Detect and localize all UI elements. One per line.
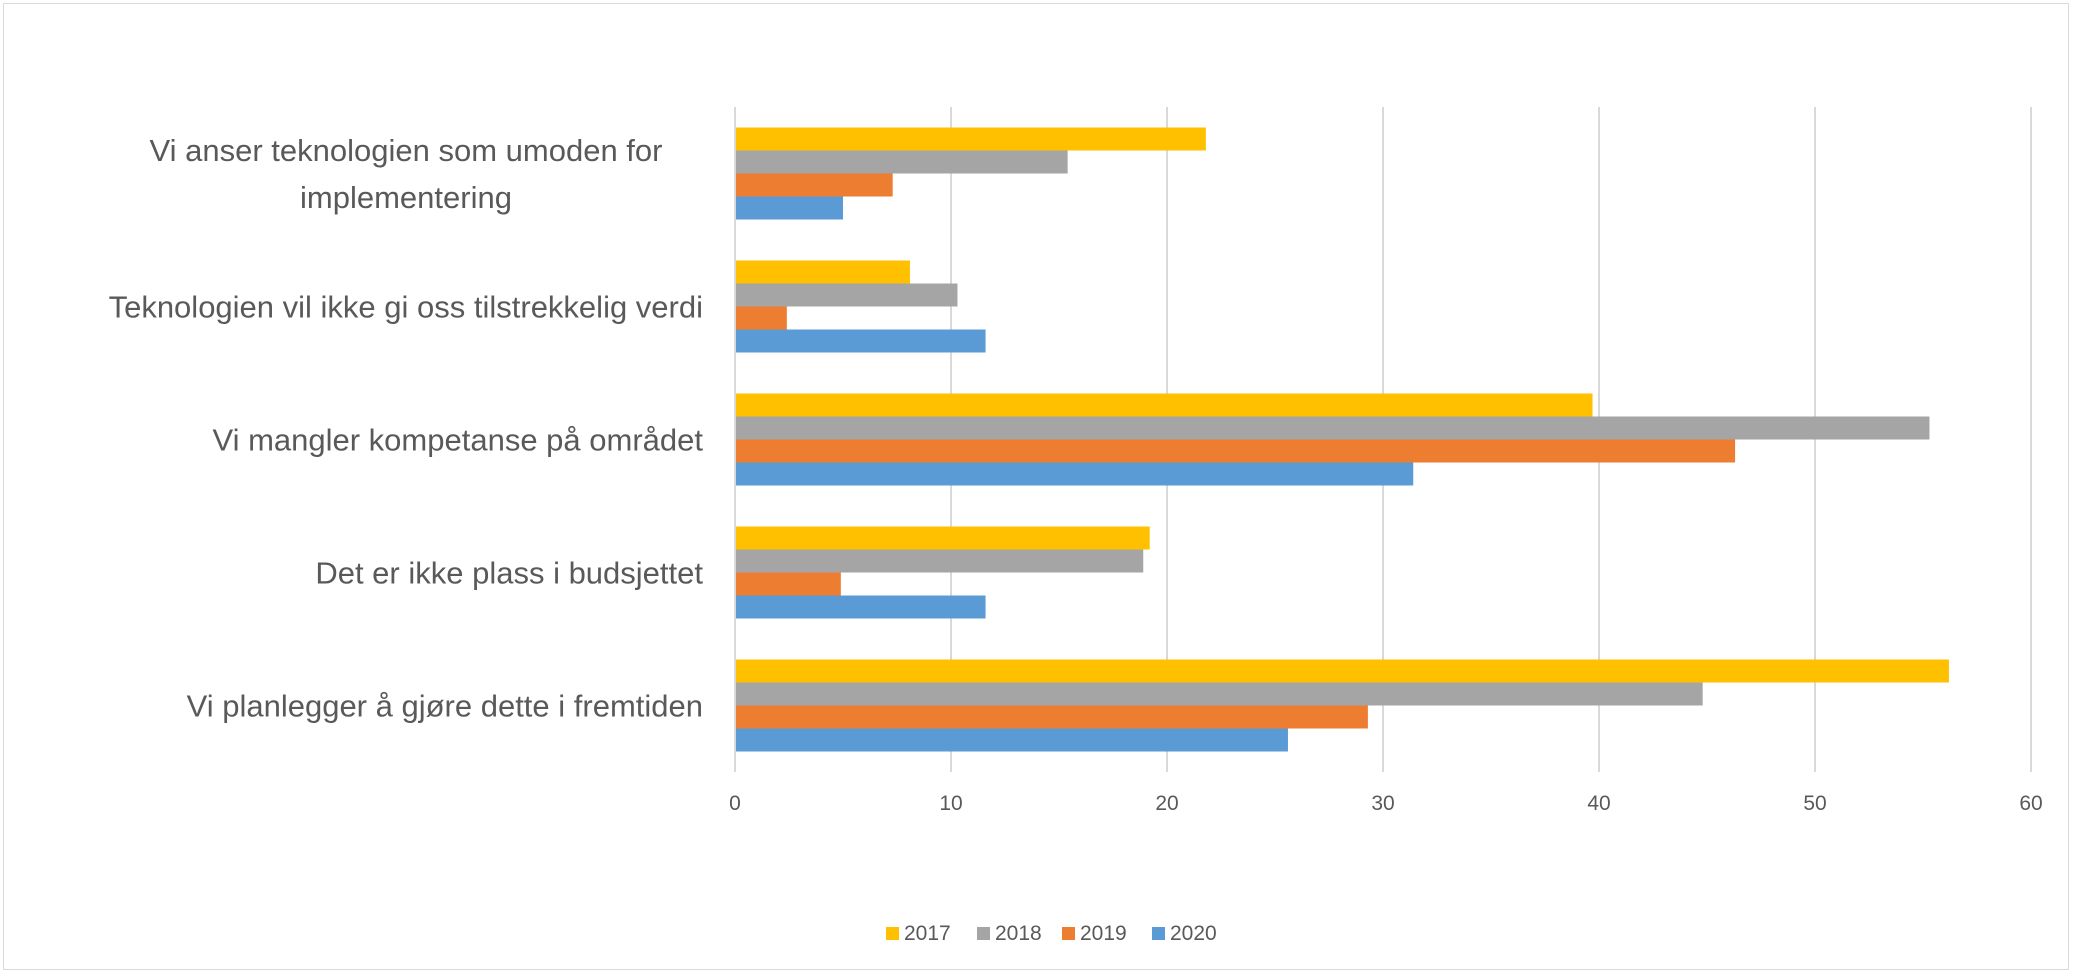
category-label: Vi anser teknologien som umoden for <box>150 133 663 168</box>
tick-label: 40 <box>1587 792 1610 815</box>
legend-swatch-2020 <box>1152 927 1165 940</box>
bar-2018 <box>735 283 958 307</box>
tick-label: 50 <box>1803 792 1826 815</box>
bar-2019 <box>735 173 893 197</box>
tick-label: 10 <box>939 792 962 815</box>
bar-2019 <box>735 306 787 330</box>
legend: 2017 2018 2019 2020 <box>886 922 1217 945</box>
category-label: Det er ikke plass i budsjettet <box>315 556 703 591</box>
category-label: Vi planlegger å gjøre dette i fremtiden <box>187 689 703 724</box>
bar-2019 <box>735 439 1736 463</box>
bar-2020 <box>735 728 1288 752</box>
legend-label-2017: 2017 <box>904 922 951 945</box>
value-tick-labels: 0 10 20 30 40 50 60 <box>729 792 2043 815</box>
bar-chart: Vi anser teknologien som umoden for imple… <box>109 107 2043 945</box>
bar-2020 <box>735 329 986 353</box>
bar-2018 <box>735 682 1703 706</box>
bar-2020 <box>735 595 986 619</box>
bar-2018 <box>735 150 1068 174</box>
bars <box>735 127 1949 752</box>
bar-2019 <box>735 705 1368 729</box>
bar-2017 <box>735 127 1206 151</box>
legend-swatch-2017 <box>886 927 899 940</box>
tick-label: 30 <box>1371 792 1394 815</box>
bar-2017 <box>735 526 1150 550</box>
category-label: implementering <box>300 180 512 215</box>
category-labels: Vi anser teknologien som umoden for imple… <box>109 133 704 724</box>
bar-2018 <box>735 549 1144 573</box>
category-label: Teknologien vil ikke gi oss tilstrekkeli… <box>109 290 703 325</box>
bar-2020 <box>735 196 843 220</box>
tick-label: 0 <box>729 792 741 815</box>
legend-label-2020: 2020 <box>1170 922 1217 945</box>
bar-2017 <box>735 659 1949 683</box>
tick-label: 60 <box>2019 792 2042 815</box>
bar-2017 <box>735 393 1593 417</box>
tick-label: 20 <box>1155 792 1178 815</box>
chart-frame: Vi anser teknologien som umoden for imple… <box>3 3 2069 970</box>
bar-2017 <box>735 260 910 284</box>
legend-swatch-2018 <box>977 927 990 940</box>
bar-2018 <box>735 416 1930 440</box>
legend-label-2019: 2019 <box>1080 922 1127 945</box>
bar-2019 <box>735 572 841 596</box>
legend-label-2018: 2018 <box>995 922 1042 945</box>
category-label: Vi mangler kompetanse på området <box>212 423 703 458</box>
legend-swatch-2019 <box>1062 927 1075 940</box>
bar-2020 <box>735 462 1414 486</box>
